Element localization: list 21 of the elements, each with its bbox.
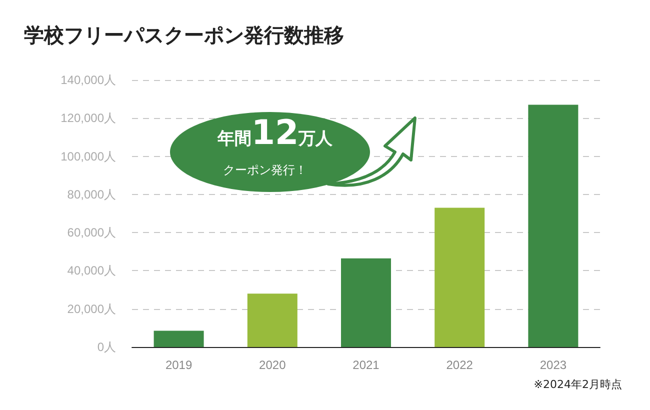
bar: [528, 104, 578, 347]
x-tick-label: 2023: [540, 358, 567, 372]
x-tick-label: 2022: [446, 358, 474, 372]
y-tick-label: 80,000人: [67, 187, 116, 202]
bar: [247, 294, 298, 347]
x-tick-label: 2021: [352, 358, 380, 372]
y-tick-label: 100,000人: [60, 149, 116, 164]
x-tick-label: 2019: [165, 358, 192, 372]
bar: [434, 208, 485, 347]
x-tick-label: 2020: [259, 358, 286, 372]
y-tick-label: 120,000人: [60, 111, 116, 126]
text: ※2024年2月時点: [534, 377, 622, 392]
y-tick-label: 140,000人: [60, 73, 116, 87]
annotation: クーポン発行！: [222, 162, 308, 179]
bar: [341, 258, 391, 347]
y-tick-label: 20,000人: [67, 302, 116, 316]
chart-title: 学校フリーパスクーポン発行数推移: [24, 22, 344, 49]
y-tick-label: 40,000人: [67, 264, 116, 278]
y-tick-label: 0人: [97, 340, 116, 354]
bar: [154, 330, 204, 347]
y-tick-label: 60,000人: [67, 226, 116, 240]
